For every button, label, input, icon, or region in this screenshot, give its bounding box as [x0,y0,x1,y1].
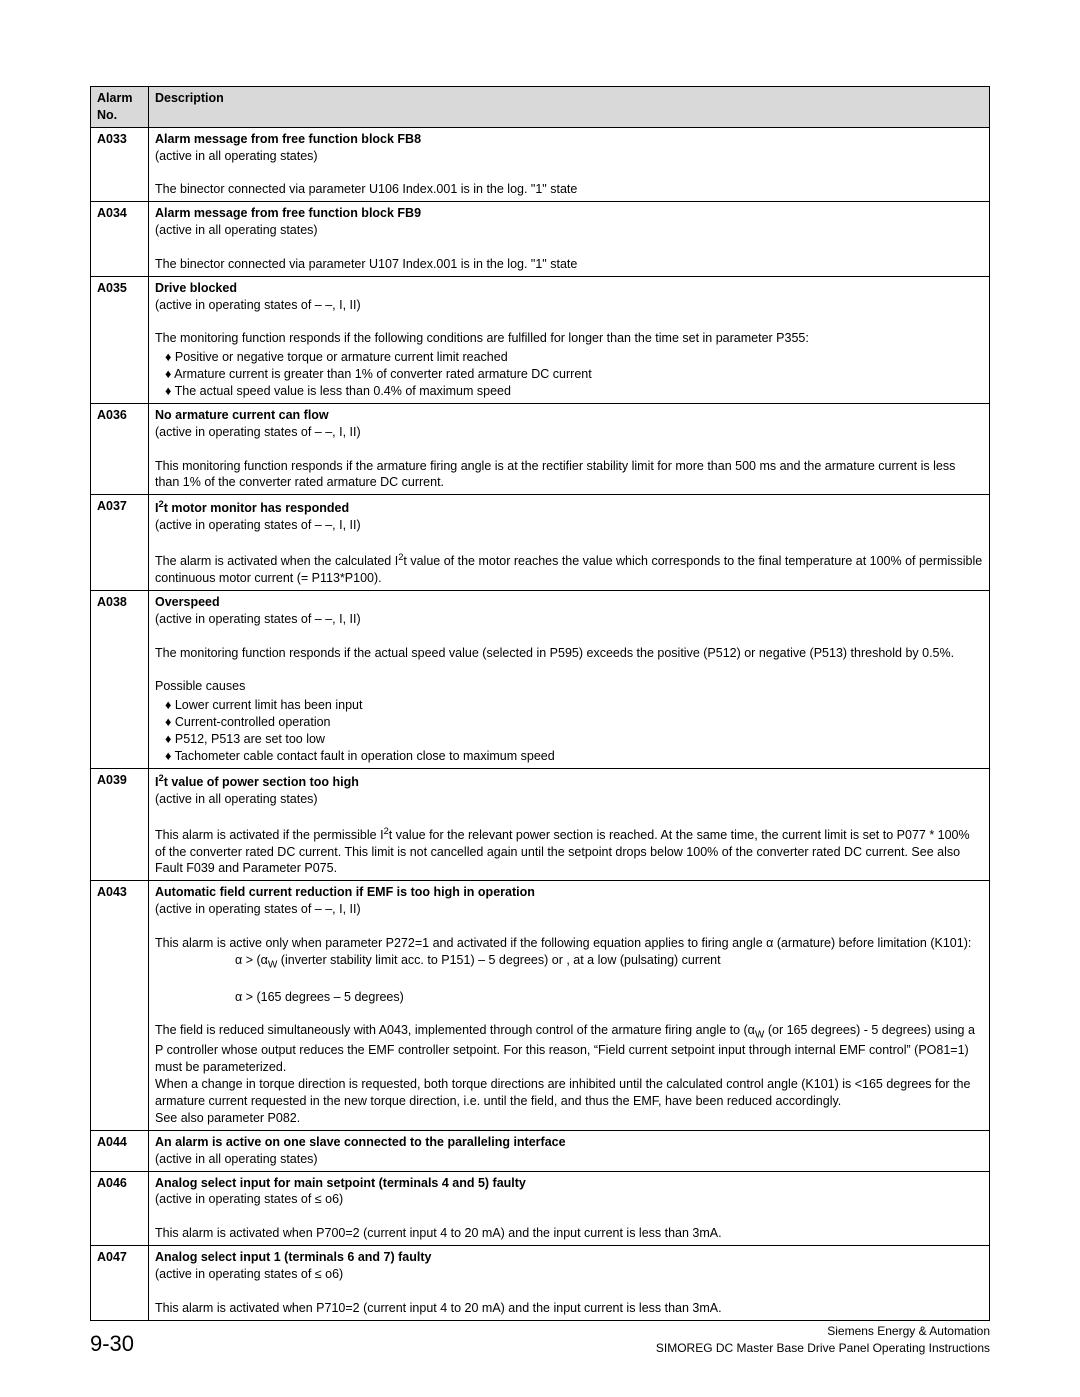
alarm-paragraph: This alarm is activated if the permissib… [155,828,970,876]
alarm-bullet-item: Current-controlled operation [179,714,983,731]
table-row: A044 An alarm is active on one slave conn… [91,1130,990,1171]
alarm-paragraph: The binector connected via parameter U10… [155,182,577,196]
alarm-paragraph: The binector connected via parameter U10… [155,257,577,271]
page-number: 9-30 [90,1331,134,1357]
alarm-title: Analog select input for main setpoint (t… [155,1176,526,1190]
alarm-code: A047 [91,1246,149,1321]
alarm-code: A038 [91,590,149,768]
alarm-state: (active in operating states of – –, I, I… [155,298,361,312]
alarm-code: A033 [91,127,149,202]
table-row: A037 I2t motor monitor has responded (acti… [91,495,990,591]
alarm-bullet-item: Tachometer cable contact fault in operat… [179,748,983,765]
table-row: A033 Alarm message from free function blo… [91,127,990,202]
alarm-paragraph: The monitoring function responds if the … [155,331,809,345]
alarm-paragraph: See also parameter P082. [155,1111,300,1125]
alarm-title: Drive blocked [155,281,237,295]
alarm-paragraph: Possible causes [155,679,245,693]
alarm-state: (active in operating states of – –, I, I… [155,902,361,916]
alarm-code: A034 [91,202,149,277]
alarm-title: Alarm message from free function block F… [155,132,421,146]
alarm-paragraph: α > (αW (inverter stability limit acc. t… [155,952,983,972]
alarm-code: A043 [91,881,149,1131]
table-row: A036 No armature current can flow (active … [91,403,990,494]
table-row: A034 Alarm message from free function blo… [91,202,990,277]
alarm-bullets: Lower current limit has been inputCurren… [155,697,983,765]
alarm-description: No armature current can flow (active in o… [149,403,990,494]
alarm-paragraph: The monitoring function responds if the … [155,646,954,660]
alarm-bullet-item: P512, P513 are set too low [179,731,983,748]
alarm-title: No armature current can flow [155,408,329,422]
alarm-state: (active in all operating states) [155,792,318,806]
alarm-title: I2t motor monitor has responded [155,501,349,515]
alarm-state: (active in all operating states) [155,1152,318,1166]
alarm-state: (active in operating states of ≤ o6) [155,1267,343,1281]
page-footer: 9-30 Siemens Energy & Automation SIMOREG… [90,1323,990,1357]
alarm-bullets: Positive or negative torque or armature … [155,349,983,400]
alarm-paragraph: This alarm is activated when P710=2 (cur… [155,1301,722,1315]
alarm-description: An alarm is active on one slave connecte… [149,1130,990,1171]
alarm-bullet-item: Armature current is greater than 1% of c… [179,366,983,383]
alarm-bullet-item: Lower current limit has been input [179,697,983,714]
alarm-code: A046 [91,1171,149,1246]
footer-right: Siemens Energy & Automation SIMOREG DC M… [656,1323,990,1357]
alarm-paragraph: α > (165 degrees – 5 degrees) [155,989,983,1006]
alarm-paragraph: This monitoring function responds if the… [155,459,955,490]
alarm-bullet-item: Positive or negative torque or armature … [179,349,983,366]
alarm-description: Alarm message from free function block F… [149,127,990,202]
table-row: A046 Analog select input for main setpoin… [91,1171,990,1246]
alarm-state: (active in all operating states) [155,149,318,163]
alarm-paragraph: This alarm is active only when parameter… [155,936,971,950]
alarm-paragraph: When a change in torque direction is req… [155,1077,970,1108]
alarm-description: Drive blocked (active in operating states… [149,276,990,403]
header-description: Description [149,87,990,128]
header-alarm-no: Alarm No. [91,87,149,128]
alarm-title: An alarm is active on one slave connecte… [155,1135,566,1149]
alarm-title: I2t value of power section too high [155,775,359,789]
alarm-title: Alarm message from free function block F… [155,206,421,220]
alarm-bullet-item: The actual speed value is less than 0.4%… [179,383,983,400]
alarm-state: (active in all operating states) [155,223,318,237]
alarm-description: Analog select input 1 (terminals 6 and 7… [149,1246,990,1321]
alarm-state: (active in operating states of – –, I, I… [155,425,361,439]
alarm-table: Alarm No. Description A033 Alarm message … [90,86,990,1321]
alarm-description: Automatic field current reduction if EMF… [149,881,990,1131]
footer-doc-title: SIMOREG DC Master Base Drive Panel Opera… [656,1340,990,1357]
alarm-description: Overspeed (active in operating states of … [149,590,990,768]
alarm-description: Analog select input for main setpoint (t… [149,1171,990,1246]
alarm-title: Analog select input 1 (terminals 6 and 7… [155,1250,431,1264]
table-row: A047 Analog select input 1 (terminals 6 a… [91,1246,990,1321]
alarm-state: (active in operating states of – –, I, I… [155,518,361,532]
alarm-title: Overspeed [155,595,220,609]
footer-company: Siemens Energy & Automation [656,1323,990,1340]
alarm-state: (active in operating states of ≤ o6) [155,1192,343,1206]
table-row: A043 Automatic field current reduction if… [91,881,990,1131]
alarm-paragraph: The alarm is activated when the calculat… [155,554,982,585]
alarm-code: A037 [91,495,149,591]
table-row: A035 Drive blocked (active in operating st… [91,276,990,403]
alarm-description: Alarm message from free function block F… [149,202,990,277]
alarm-code: A039 [91,768,149,881]
alarm-state: (active in operating states of – –, I, I… [155,612,361,626]
alarm-code: A036 [91,403,149,494]
table-row: A039 I2t value of power section too high (… [91,768,990,881]
alarm-paragraph: The field is reduced simultaneously with… [155,1023,975,1074]
table-row: A038 Overspeed (active in operating states… [91,590,990,768]
alarm-paragraph: This alarm is activated when P700=2 (cur… [155,1226,722,1240]
alarm-title: Automatic field current reduction if EMF… [155,885,535,899]
alarm-description: I2t motor monitor has responded (active i… [149,495,990,591]
alarm-description: I2t value of power section too high (acti… [149,768,990,881]
alarm-code: A044 [91,1130,149,1171]
alarm-code: A035 [91,276,149,403]
